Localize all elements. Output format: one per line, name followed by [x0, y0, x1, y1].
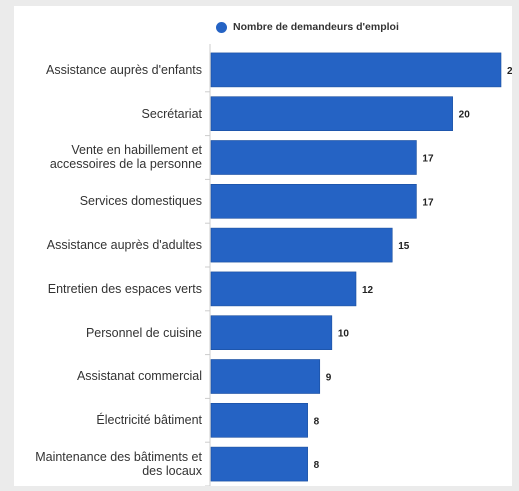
data-label: 12: [362, 285, 374, 296]
data-label: 20: [459, 110, 471, 121]
category-label: Services domestiques: [79, 194, 202, 209]
category-label: Assistance auprès d'adultes: [46, 238, 202, 253]
data-label: 9: [326, 373, 332, 384]
category-label: Électricité bâtiment: [96, 413, 202, 428]
chart-panel: Nombre de demandeurs d'emploi 24 20 17 17 15…: [14, 6, 512, 486]
bar: [210, 271, 357, 307]
bar-chart: 24 20 17 17 15 12 10 9 8 8: [205, 44, 512, 486]
bar: [210, 446, 308, 482]
category-label: Entretien des espaces verts: [47, 281, 202, 296]
data-label: 24: [507, 66, 512, 77]
category-label: Vente en habillement et accessoires de l…: [49, 143, 202, 172]
data-label: 15: [398, 241, 410, 252]
bar: [210, 96, 453, 131]
bar: [210, 184, 417, 219]
data-label: 17: [422, 197, 434, 208]
data-label: 8: [314, 460, 320, 471]
bar: [210, 140, 417, 175]
legend: Nombre de demandeurs d'emploi: [216, 18, 399, 36]
category-label: Maintenance des bâtiments et des locaux: [35, 450, 202, 479]
category-label: Secrétariat: [141, 106, 202, 121]
bar: [210, 227, 393, 263]
bar: [210, 52, 502, 88]
category-label: Assistanat commercial: [76, 369, 202, 384]
legend-label: Nombre de demandeurs d'emploi: [233, 21, 399, 33]
data-label: 17: [422, 154, 434, 165]
data-label: 10: [338, 329, 350, 340]
bar: [210, 359, 321, 394]
bar: [210, 315, 333, 351]
category-label: Assistance auprès d'enfants: [46, 62, 202, 77]
bar: [210, 402, 308, 438]
data-label: 8: [314, 416, 320, 427]
legend-marker: [216, 21, 227, 33]
category-label: Personnel de cuisine: [85, 325, 202, 340]
